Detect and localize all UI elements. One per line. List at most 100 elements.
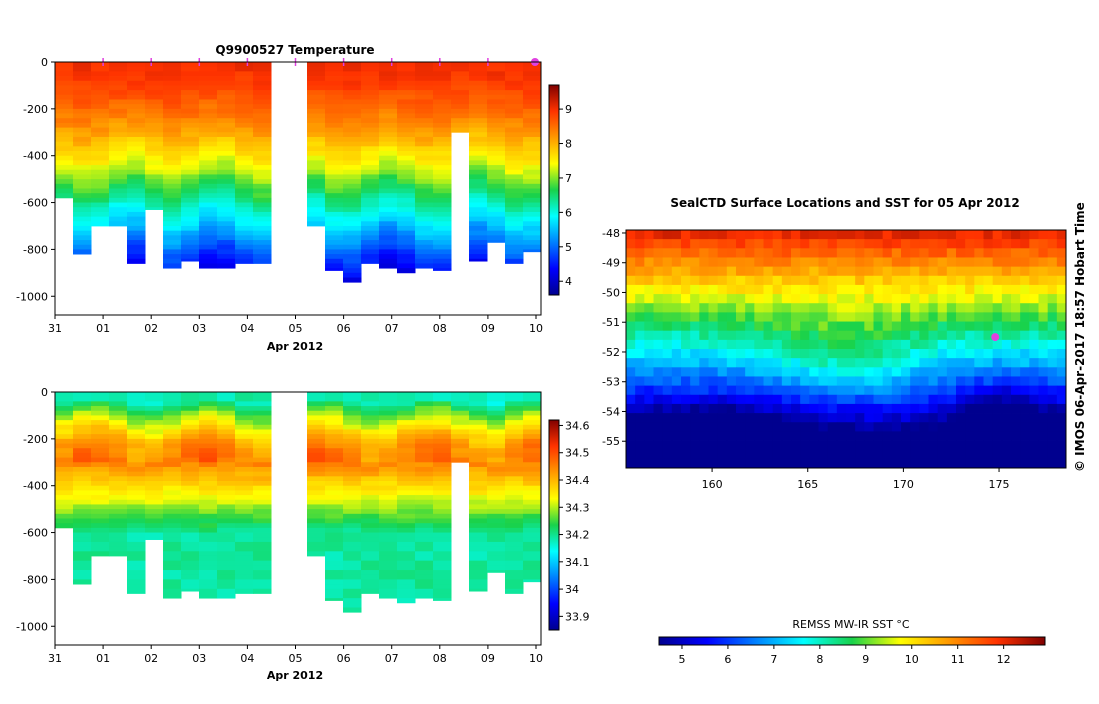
sst-cell — [699, 339, 709, 350]
sst-cell — [1011, 257, 1021, 268]
profile-cell — [307, 513, 326, 519]
sst-cell — [1056, 349, 1067, 359]
profile-cell — [469, 160, 488, 166]
profile-cell — [505, 438, 524, 444]
sst-cell — [937, 266, 948, 277]
sst-cell — [937, 275, 948, 286]
profile-cell — [109, 457, 128, 463]
profile-cell — [145, 202, 164, 208]
sst-cell — [772, 358, 783, 368]
profile-cell — [505, 420, 524, 426]
sst-cell — [1029, 349, 1039, 359]
profile-cell — [127, 211, 146, 218]
sst-cell — [956, 294, 966, 304]
sst-cell — [1056, 431, 1067, 441]
profile-cell — [181, 532, 200, 538]
profile-cell — [379, 579, 398, 585]
sst-cell — [690, 440, 700, 451]
profile-column — [469, 62, 488, 262]
sst-cell — [928, 413, 939, 423]
profile-cell — [415, 141, 434, 147]
profile-cell — [307, 509, 326, 515]
sst-cell — [864, 376, 874, 387]
sst-cell — [855, 266, 865, 277]
lon-tick-label: 170 — [893, 478, 914, 491]
profile-cell — [397, 466, 416, 473]
sst-cell — [882, 275, 893, 286]
sst-cell — [818, 321, 829, 332]
profile-cell — [307, 155, 326, 161]
sst-cell — [1001, 248, 1012, 258]
profile-cell — [397, 193, 416, 199]
profile-cell — [487, 66, 506, 72]
profile-cell — [235, 588, 254, 594]
sst-cell — [937, 376, 948, 387]
sst-cell — [791, 440, 801, 451]
profile-cell — [109, 532, 128, 538]
profile-cell — [469, 504, 488, 510]
profile-cell — [433, 108, 452, 114]
sst-cell — [882, 440, 893, 451]
sst-cell — [763, 230, 774, 240]
profile-cell — [451, 71, 470, 77]
colorbar-tick-label: 34.4 — [565, 474, 590, 487]
sst-cell — [873, 367, 884, 377]
sst-cell — [891, 266, 902, 277]
sst-cell — [827, 367, 838, 377]
sst-cell — [653, 275, 664, 286]
profile-cell — [343, 174, 362, 180]
sst-cell — [891, 239, 902, 249]
sst-cell — [891, 303, 902, 313]
x-tick-label: 05 — [289, 322, 303, 335]
sst-cell — [873, 349, 884, 359]
sst-cell — [653, 349, 664, 359]
sst-cell — [708, 376, 719, 387]
sst-cell — [873, 440, 884, 451]
sst-cell — [635, 239, 645, 249]
profile-cell — [343, 485, 362, 491]
profile-cell — [505, 136, 524, 143]
sst-cell — [946, 330, 957, 341]
profile-cell — [361, 132, 380, 138]
sst-cell — [772, 385, 783, 396]
sst-cell — [937, 330, 948, 341]
profile-cell — [145, 392, 164, 398]
profile-cell — [487, 537, 506, 543]
sst-cell — [919, 413, 929, 423]
profile-cell — [415, 188, 434, 194]
sst-cell — [937, 303, 948, 313]
sst-cell — [983, 422, 994, 432]
sst-cell — [791, 376, 801, 387]
profile-cell — [55, 94, 74, 100]
sst-cell — [974, 358, 984, 368]
profile-cell — [361, 443, 380, 449]
sst-cell — [1020, 303, 1030, 313]
profile-cell — [523, 225, 542, 232]
sst-cell — [690, 358, 700, 368]
profile-cell — [217, 588, 236, 594]
profile-cell — [487, 118, 506, 124]
sst-cell — [671, 339, 682, 350]
profile-cell — [217, 141, 236, 147]
profile-cell — [109, 211, 128, 218]
profile-cell — [199, 401, 218, 407]
profile-cell — [379, 179, 398, 185]
profile-cell — [433, 396, 452, 402]
profile-cell — [487, 211, 506, 218]
profile-cell — [361, 495, 380, 501]
sst-cell — [717, 403, 728, 414]
sst-cell — [910, 422, 920, 432]
profile-cell — [73, 169, 92, 175]
profile-cell — [163, 118, 182, 124]
profile-cell — [163, 240, 182, 246]
sst-cell — [836, 385, 847, 396]
profile-cell — [181, 438, 200, 444]
profile-cell — [235, 188, 254, 194]
sst-cell — [928, 321, 939, 332]
profile-cell — [379, 108, 398, 114]
profile-cell — [415, 216, 434, 222]
sst-cell — [800, 321, 810, 332]
profile-cell — [253, 225, 272, 232]
profile-cell — [73, 579, 92, 585]
profile-cell — [523, 509, 542, 515]
